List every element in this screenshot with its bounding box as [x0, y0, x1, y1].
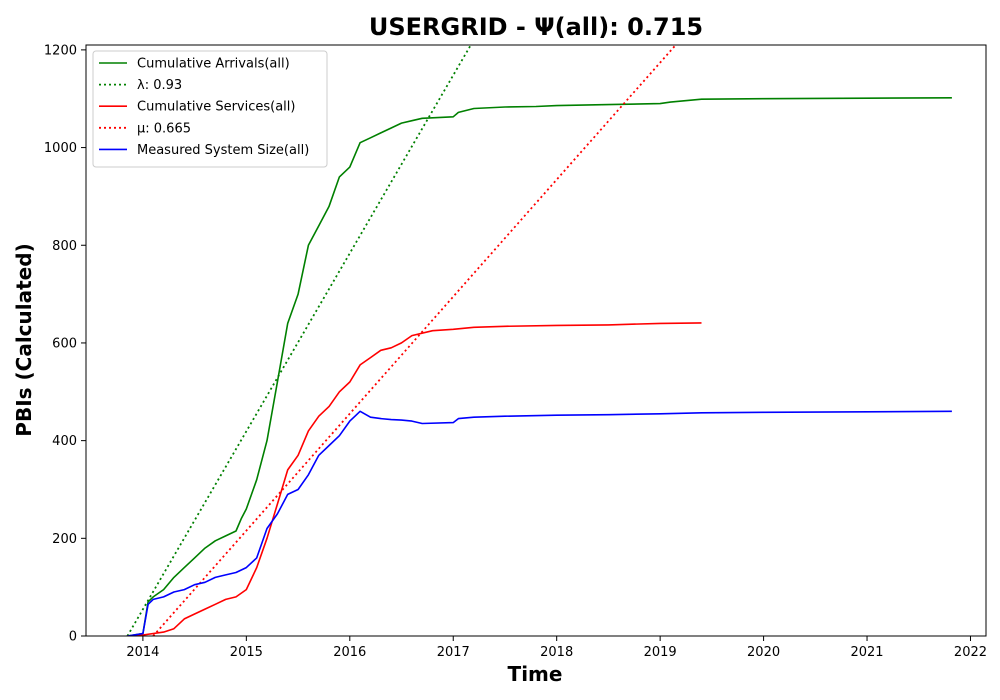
x-tick-label: 2015 [230, 645, 263, 660]
y-tick-label: 800 [52, 239, 77, 254]
x-axis: 2014 2015 2016 2017 2018 2019 2020 2021 2022 [126, 636, 987, 660]
plot-frame [85, 44, 987, 637]
y-tick-label: 600 [52, 336, 77, 351]
x-tick-label: 2014 [126, 645, 159, 660]
legend-label: λ: 0.93 [137, 78, 182, 93]
y-axis-title: PBIs (Calculated) [12, 243, 36, 436]
plot-series-group [126, 45, 952, 636]
legend-label: μ: 0.665 [137, 121, 191, 136]
x-axis-title: Time [508, 662, 563, 686]
y-axis: 0 200 400 600 800 1000 1200 [44, 43, 86, 645]
series-line-0 [127, 97, 952, 636]
legend-label: Measured System Size(all) [137, 143, 309, 158]
chart-title: USERGRID - Ψ(all): 0.715 [369, 13, 703, 41]
legend-box [92, 50, 328, 168]
legend: Cumulative Arrivals(all) λ: 0.93 Cumulativ… [92, 50, 328, 168]
y-tick-label: 0 [69, 630, 77, 645]
legend-label: Cumulative Services(all) [137, 100, 295, 115]
series-line-1 [126, 45, 472, 636]
y-tick-label: 200 [52, 532, 77, 547]
series-line-2 [127, 322, 702, 636]
x-tick-label: 2017 [437, 645, 470, 660]
series-line-3 [152, 45, 677, 636]
series-line-4 [127, 410, 952, 636]
x-tick-label: 2019 [644, 645, 677, 660]
x-tick-label: 2018 [540, 645, 573, 660]
x-tick-label: 2020 [747, 645, 780, 660]
x-tick-label: 2021 [850, 645, 883, 660]
x-tick-label: 2016 [333, 645, 366, 660]
x-tick-label: 2022 [954, 645, 987, 660]
y-tick-label: 1000 [44, 141, 77, 156]
y-tick-label: 400 [52, 434, 77, 449]
legend-label: Cumulative Arrivals(all) [137, 57, 290, 72]
y-tick-label: 1200 [44, 43, 77, 58]
